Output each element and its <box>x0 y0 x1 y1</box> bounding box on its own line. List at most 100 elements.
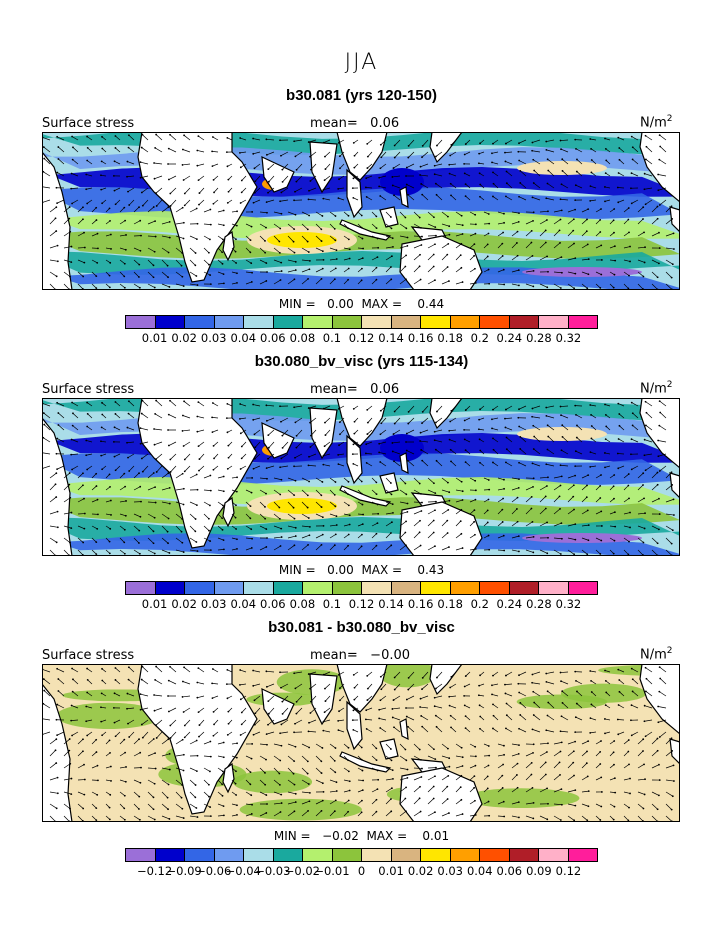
colorbar-tick-label: 0.32 <box>555 597 582 611</box>
colorbar-swatch <box>361 581 391 595</box>
colorbar-tick-label: 0.12 <box>555 864 582 878</box>
colorbar-swatch <box>567 848 598 862</box>
colorbar-tick-label: 0.04 <box>230 597 257 611</box>
colorbar-swatch <box>272 581 302 595</box>
colorbar-tick-label: 0.24 <box>496 597 523 611</box>
panel-3-field-label: Surface stress <box>42 648 135 663</box>
colorbar-swatch <box>479 315 509 329</box>
colorbar-tick-label: 0.03 <box>200 597 227 611</box>
panel-1-colorbar <box>125 315 598 329</box>
colorbar-swatch <box>479 848 509 862</box>
colorbar-swatch <box>508 315 538 329</box>
panel-3-title: b30.081 - b30.080_bv_visc <box>268 619 455 636</box>
colorbar-swatch <box>420 581 450 595</box>
colorbar-tick-label: 0.02 <box>407 864 434 878</box>
colorbar-swatch <box>538 848 568 862</box>
panel-3-minmax: MIN = −0.02 MAX = 0.01 <box>273 829 450 843</box>
colorbar-swatch <box>361 315 391 329</box>
colorbar-tick-label: −0.04 <box>225 864 261 878</box>
colorbar-swatch <box>390 581 420 595</box>
colorbar-tick-label: 0.02 <box>171 597 197 611</box>
colorbar-tick-label: 0.01 <box>378 864 404 878</box>
colorbar-swatch <box>184 581 214 595</box>
colorbar-swatch <box>272 315 302 329</box>
panel-1-title: b30.081 (yrs 120-150) <box>286 87 437 104</box>
colorbar-swatch <box>508 848 538 862</box>
colorbar-tick-label: 0.16 <box>407 331 434 345</box>
colorbar-tick-label: 0.14 <box>378 331 404 345</box>
colorbar-tick-label: 0.28 <box>526 597 552 611</box>
colorbar-swatch <box>390 848 420 862</box>
colorbar-swatch <box>125 848 155 862</box>
colorbar-swatch <box>390 315 420 329</box>
colorbar-tick-label: 0.01 <box>141 331 168 345</box>
colorbar-swatch <box>449 315 479 329</box>
colorbar-tick-label: 0.1 <box>322 331 342 345</box>
colorbar-tick-label: −0.02 <box>284 864 320 878</box>
colorbar-swatch <box>331 581 361 595</box>
colorbar-tick-label: 0.2 <box>470 597 489 611</box>
colorbar-tick-label: 0.14 <box>378 597 404 611</box>
colorbar-tick-label: 0.03 <box>437 864 463 878</box>
panel-2-units: N/m2 <box>640 380 673 397</box>
colorbar-tick-label: 0.28 <box>526 331 552 345</box>
colorbar-tick-label: 0.01 <box>141 597 168 611</box>
colorbar-tick-label: 0.04 <box>230 331 257 345</box>
panel-2-colorbar <box>125 581 598 595</box>
colorbar-tick-label: −0.09 <box>166 864 202 878</box>
colorbar-swatch <box>479 581 509 595</box>
panel-3-units: N/m2 <box>640 646 673 663</box>
colorbar-swatch <box>213 848 243 862</box>
colorbar-tick-label: 0.32 <box>555 331 582 345</box>
colorbar-swatch <box>125 315 155 329</box>
colorbar-swatch <box>243 581 273 595</box>
colorbar-tick-label: 0.12 <box>348 331 375 345</box>
colorbar-tick-label: −0.01 <box>314 864 350 878</box>
panel-2-colorbar-ticks: 0.01 0.02 0.03 0.04 0.06 0.08 0.1 0.12 0.14 0.16 0… <box>0 597 723 611</box>
colorbar-swatch <box>243 315 273 329</box>
colorbar-tick-label: 0.09 <box>526 864 552 878</box>
colorbar-swatch <box>243 848 273 862</box>
colorbar-swatch <box>449 848 479 862</box>
colorbar-swatch <box>154 581 184 595</box>
panel-3-colorbar-ticks: −0.12 −0.09 −0.06 −0.04 −0.03 −0.02 −0.01 0 0.01… <box>0 864 723 878</box>
colorbar-swatch <box>331 315 361 329</box>
colorbar-swatch <box>567 581 598 595</box>
colorbar-swatch <box>302 848 332 862</box>
colorbar-swatch <box>184 315 214 329</box>
colorbar-tick-label: 0.2 <box>470 331 489 345</box>
colorbar-tick-label: 0.1 <box>322 597 342 611</box>
colorbar-swatch <box>538 315 568 329</box>
panel-2-minmax: MIN = 0.00 MAX = 0.43 <box>278 563 445 577</box>
colorbar-tick-label: 0.06 <box>496 864 523 878</box>
colorbar-tick-label: 0.04 <box>466 864 493 878</box>
colorbar-swatch <box>184 848 214 862</box>
panel-2-field-label: Surface stress <box>42 382 135 397</box>
colorbar-swatch <box>361 848 391 862</box>
colorbar-tick-label: 0 <box>357 864 366 878</box>
colorbar-swatch <box>420 315 450 329</box>
colorbar-swatch <box>508 581 538 595</box>
colorbar-swatch <box>154 315 184 329</box>
colorbar-swatch <box>302 315 332 329</box>
colorbar-swatch <box>420 848 450 862</box>
colorbar-tick-label: 0.12 <box>348 597 375 611</box>
colorbar-tick-label: 0.08 <box>289 331 316 345</box>
colorbar-tick-label: 0.06 <box>260 331 286 345</box>
panel-1-colorbar-ticks: 0.01 0.02 0.03 0.04 0.06 0.08 0.1 0.12 0.14 0.16 0… <box>0 331 723 345</box>
colorbar-tick-label: −0.03 <box>255 864 291 878</box>
colorbar-tick-label: 0.08 <box>289 597 316 611</box>
colorbar-tick-label: 0.18 <box>437 331 463 345</box>
colorbar-tick-label: 0.02 <box>171 331 197 345</box>
panel-3-colorbar <box>125 848 598 862</box>
panel-1-field-label: Surface stress <box>42 116 135 131</box>
colorbar-tick-label: 0.03 <box>200 331 227 345</box>
colorbar-swatch <box>538 581 568 595</box>
colorbar-tick-label: 0.06 <box>260 597 286 611</box>
panel-1-mean-label: mean= 0.06 <box>310 116 400 131</box>
colorbar-swatch <box>213 315 243 329</box>
colorbar-swatch <box>154 848 184 862</box>
colorbar-tick-label: −0.12 <box>136 864 173 878</box>
colorbar-swatch <box>302 581 332 595</box>
panel-2-title: b30.080_bv_visc (yrs 115-134) <box>254 353 469 370</box>
